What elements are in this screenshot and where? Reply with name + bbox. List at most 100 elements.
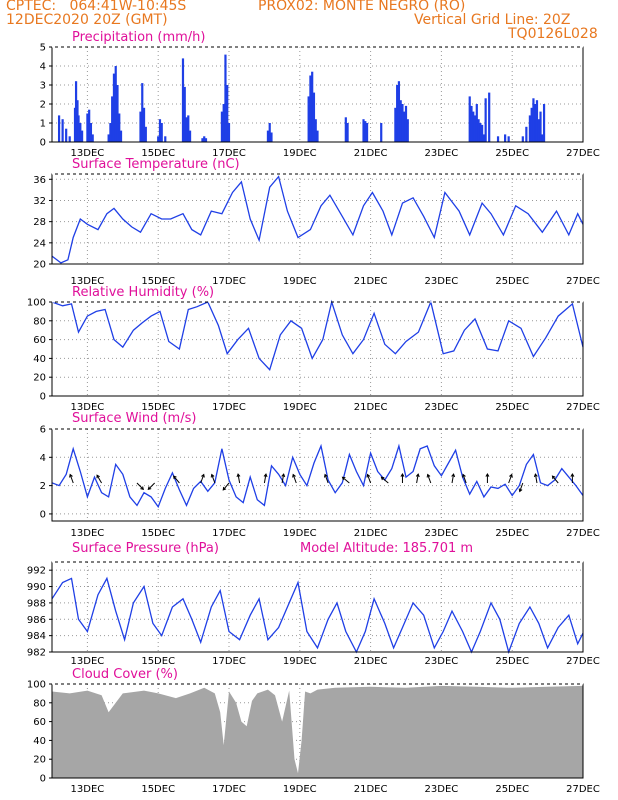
- x-tick-label: 17DEC: [212, 784, 246, 795]
- x-tick-label: 19DEC: [283, 402, 317, 413]
- precip-bar: [222, 104, 225, 142]
- panel-title: Surface Pressure (hPa): [72, 541, 219, 556]
- precip-bar: [79, 123, 82, 142]
- y-tick-label: 3: [40, 81, 46, 92]
- series-line: [51, 576, 584, 655]
- y-tick-label: 984: [27, 631, 46, 642]
- precip-bar: [535, 100, 539, 142]
- header-grid-line: Vertical Grid Line: 20Z: [414, 12, 571, 28]
- precip-bar: [201, 138, 204, 142]
- y-tick-label: 986: [27, 615, 46, 626]
- precip-bar: [114, 66, 117, 142]
- header-datetime: 12DEC2020 20Z (GMT): [6, 12, 168, 28]
- precip-bar: [472, 111, 475, 142]
- x-tick-label: 19DEC: [283, 148, 317, 159]
- x-tick-label: 19DEC: [283, 784, 317, 795]
- precip-bar: [57, 115, 61, 142]
- wind-arrow-head: [451, 473, 456, 478]
- x-tick-label: 15DEC: [141, 528, 175, 539]
- precip-bar: [204, 138, 208, 142]
- wind-arrow-head: [533, 473, 538, 478]
- wind-arrow: [292, 474, 297, 484]
- panel-3: 0 20 40 60 80 100 13DEC 15DEC 17DEC 19DEC 21DEC 23D…: [27, 285, 600, 413]
- y-tick-label: 6: [40, 425, 46, 436]
- precip-bar: [227, 123, 231, 142]
- precip-bar: [534, 104, 537, 142]
- y-tick-label: 0: [40, 509, 46, 520]
- panel-1: 0 1 2 3 4 5 13DEC 15DEC 17DEC 19DEC 21DEC 23DEC 25DE…: [40, 30, 600, 159]
- x-tick-label: 15DEC: [141, 784, 175, 795]
- y-tick-label: 0: [40, 774, 46, 785]
- precip-bar: [521, 136, 524, 142]
- precip-bar: [532, 98, 535, 142]
- header-location: PROX02: MONTE NEGRO (RO): [258, 0, 466, 14]
- precip-bar: [394, 107, 397, 142]
- wind-arrow-head: [415, 473, 420, 478]
- precip-bar: [268, 123, 271, 142]
- wind-arrow-head: [69, 473, 73, 478]
- panel-6: 0 20 40 60 80 100 13DEC 15DEC 17DEC 19DEC 21DEC 23D…: [27, 667, 600, 795]
- x-tick-label: 27DEC: [566, 528, 600, 539]
- x-tick-label: 21DEC: [354, 528, 388, 539]
- precip-bar: [314, 119, 317, 142]
- wind-arrow: [147, 482, 156, 490]
- precip-bar: [107, 134, 110, 142]
- precip-bar: [404, 105, 408, 142]
- y-tick-label: 80: [33, 698, 46, 709]
- x-tick-label: 13DEC: [71, 656, 105, 667]
- y-tick-label: 100: [27, 298, 46, 309]
- y-tick-label: 5: [40, 43, 46, 54]
- series-line: [51, 299, 584, 371]
- precip-bar: [344, 117, 347, 142]
- precip-bar: [470, 105, 473, 142]
- x-tick-label: 19DEC: [283, 528, 317, 539]
- x-tick-label: 15DEC: [141, 276, 175, 287]
- precip-bar: [68, 136, 71, 142]
- x-tick-label: 17DEC: [212, 276, 246, 287]
- precip-bar: [88, 109, 91, 142]
- precip-bar: [270, 132, 273, 142]
- wind-arrow-head: [380, 476, 385, 481]
- precip-bar: [111, 96, 114, 142]
- x-tick-label: 17DEC: [212, 148, 246, 159]
- y-tick-label: 28: [33, 217, 46, 228]
- wind-arrow: [381, 476, 389, 484]
- x-tick-label: 27DEC: [566, 402, 600, 413]
- wind-arrow: [367, 474, 372, 484]
- precip-bar: [403, 111, 406, 142]
- wind-arrow: [508, 474, 513, 484]
- wind-arrow: [173, 475, 180, 484]
- precip-bar: [181, 58, 185, 142]
- precip-bar: [475, 104, 478, 142]
- precip-bar: [482, 134, 485, 142]
- wind-arrow: [462, 474, 467, 484]
- y-tick-label: 60: [33, 717, 46, 728]
- precip-bar: [112, 73, 116, 142]
- x-tick-label: 23DEC: [425, 656, 459, 667]
- y-tick-label: 20: [33, 755, 46, 766]
- y-tick-label: 100: [27, 680, 46, 691]
- precip-bar: [362, 119, 365, 142]
- precip-bar: [496, 136, 500, 142]
- y-tick-label: 20: [33, 373, 46, 384]
- precip-bar: [220, 111, 224, 142]
- x-tick-label: 23DEC: [425, 784, 459, 795]
- x-tick-label: 21DEC: [354, 656, 388, 667]
- plot-frame: [51, 46, 584, 143]
- precip-bar: [380, 123, 383, 142]
- wind-arrow-head: [222, 486, 227, 491]
- precip-bar: [109, 123, 112, 142]
- header-run-id: TQ0126L028: [508, 26, 598, 42]
- precip-bar: [346, 123, 349, 142]
- x-tick-label: 25DEC: [495, 402, 529, 413]
- wind-arrow: [263, 474, 267, 484]
- x-tick-label: 25DEC: [495, 656, 529, 667]
- precip-bar: [528, 115, 531, 142]
- y-tick-label: 20: [33, 260, 46, 271]
- wind-arrow: [416, 474, 419, 484]
- x-tick-label: 13DEC: [71, 402, 105, 413]
- precip-bar: [488, 92, 491, 142]
- x-tick-label: 15DEC: [141, 148, 175, 159]
- wind-arrow-head: [292, 473, 296, 478]
- y-tick-label: 988: [27, 598, 46, 609]
